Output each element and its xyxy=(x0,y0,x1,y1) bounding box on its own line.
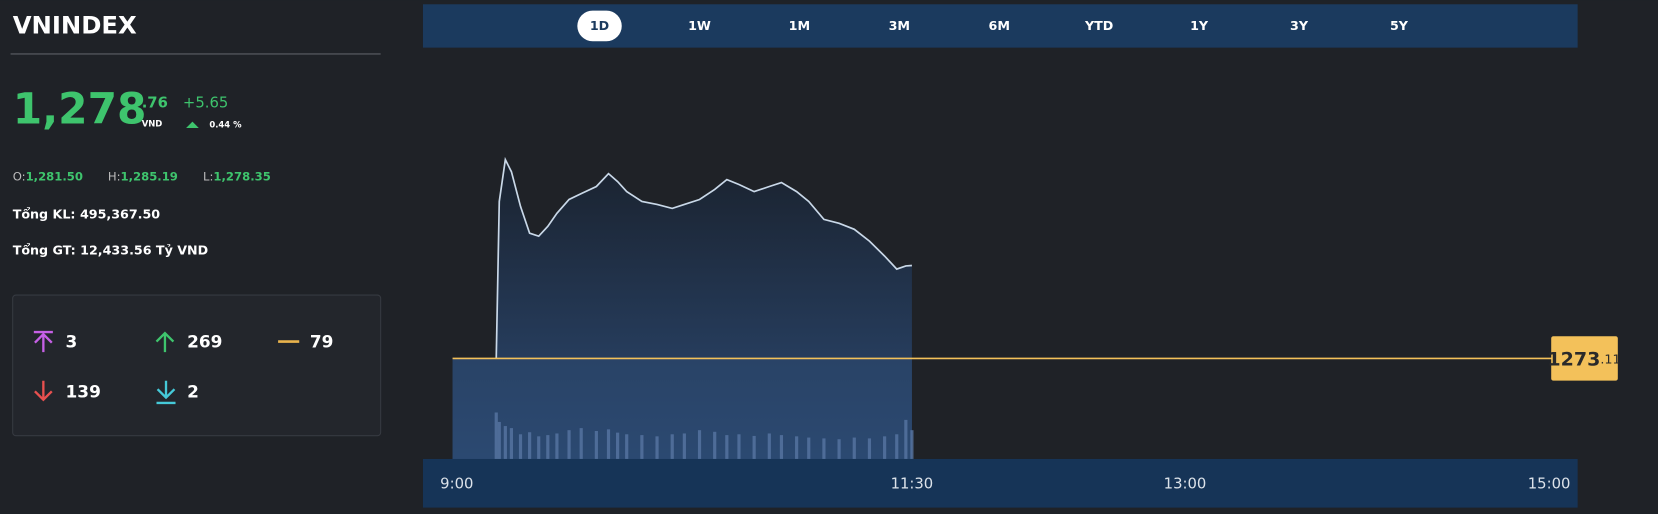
volume-bar xyxy=(904,419,908,459)
ceiling-icon xyxy=(33,330,53,353)
reference-label: 1273.11 xyxy=(1547,348,1620,370)
volume-bar xyxy=(494,412,498,459)
low-value: 1,278.35 xyxy=(213,169,270,183)
volume-bar xyxy=(822,438,826,459)
period-button[interactable]: 1D xyxy=(590,18,609,33)
volume-bar xyxy=(895,434,899,459)
stat: Tổng GT: 12,433.56 Tỷ VND xyxy=(13,242,209,257)
reference-box xyxy=(1551,336,1618,381)
volume-bar xyxy=(579,428,583,459)
plot xyxy=(452,156,914,459)
floor-count: 2 xyxy=(187,381,199,401)
volume-bar xyxy=(852,437,856,459)
volume-bar xyxy=(725,435,729,459)
title: VNINDEX xyxy=(13,10,137,39)
volume-bar xyxy=(670,434,674,459)
currency: VND xyxy=(142,118,163,128)
volume-bar xyxy=(497,421,501,459)
volume-bar xyxy=(737,434,741,459)
overlay: 9:00 11:30 13:00 15:00 1273.11 xyxy=(440,336,1621,492)
stat: Tổng KL: 495,367.50 xyxy=(13,206,161,221)
volume-bar xyxy=(655,436,659,459)
ceiling-count: 3 xyxy=(66,332,78,352)
reference-int: 1273 xyxy=(1547,348,1600,370)
volume-bar xyxy=(752,435,756,459)
up-triangle xyxy=(186,121,199,128)
x-tick-label: 11:30 xyxy=(891,475,934,492)
breadth-box xyxy=(12,294,382,437)
volume-bar xyxy=(795,436,799,459)
high-label: H: xyxy=(108,169,121,183)
x-tick-label: 9:00 xyxy=(440,475,473,492)
x-axis-bar xyxy=(422,458,1578,508)
unchanged-count: 79 xyxy=(310,332,334,352)
down-icon xyxy=(34,380,53,402)
active-pill xyxy=(577,10,622,42)
price-line xyxy=(495,156,912,359)
floor-icon xyxy=(156,380,176,405)
volume-bar xyxy=(640,435,644,459)
volume-bar xyxy=(518,434,523,459)
volume-bar xyxy=(779,435,784,459)
period-button[interactable]: 1W xyxy=(688,18,711,33)
stat-value: 495,367.50 xyxy=(80,206,160,221)
ohl: L:1,278.35 xyxy=(203,169,271,183)
stat-label: Tổng KL: xyxy=(13,206,76,221)
stat-label: Tổng GT: xyxy=(13,242,76,257)
stat-value: 12,433.56 Tỷ VND xyxy=(80,242,208,257)
price-decimal: .76 xyxy=(142,95,168,112)
period-button[interactable]: 3Y xyxy=(1290,18,1309,33)
volume-bar xyxy=(555,433,559,459)
period-button[interactable]: 6M xyxy=(989,18,1010,33)
up-count: 269 xyxy=(187,332,222,352)
volume-bar xyxy=(537,436,541,459)
open-label: O: xyxy=(13,169,26,183)
volume-bar xyxy=(867,438,872,459)
volume-bar xyxy=(567,430,571,459)
volume-bar xyxy=(807,437,811,459)
volume-bar xyxy=(767,433,771,459)
change: +5.65 xyxy=(183,95,228,112)
period-button[interactable]: 5Y xyxy=(1390,18,1409,33)
reference-dec: .11 xyxy=(1600,351,1620,366)
ohl: O:1,281.50 xyxy=(13,169,83,183)
volume-bar xyxy=(606,429,611,459)
x-tick-label: 13:00 xyxy=(1164,475,1207,492)
volume-bar xyxy=(713,431,717,459)
period-button[interactable]: 3M xyxy=(889,18,910,33)
volume-bar xyxy=(682,433,686,459)
x-tick-label: 15:00 xyxy=(1528,475,1571,492)
change-pct: 0.44 % xyxy=(209,119,242,129)
volume-bar xyxy=(910,430,914,459)
low-label: L: xyxy=(203,169,213,183)
period-button[interactable]: 1M xyxy=(789,18,810,33)
open-value: 1,281.50 xyxy=(26,169,83,183)
volume-bar xyxy=(625,434,629,459)
volume-bar xyxy=(697,430,702,459)
volume-bar xyxy=(837,439,841,459)
volume-bar xyxy=(594,430,598,459)
ohl: H:1,285.19 xyxy=(108,169,178,183)
volume-bar xyxy=(503,426,507,459)
high-value: 1,285.19 xyxy=(121,169,178,183)
volume-bar xyxy=(616,432,620,459)
volume-bar xyxy=(546,435,550,459)
period-button[interactable]: 1Y xyxy=(1190,18,1209,33)
period-button[interactable]: YTD xyxy=(1084,18,1113,33)
up-icon xyxy=(155,331,175,353)
volume-bar xyxy=(528,432,532,459)
down-count: 139 xyxy=(66,381,101,401)
volume-bar xyxy=(509,428,513,459)
volume-bar xyxy=(883,436,887,459)
price: 1,278 xyxy=(13,85,147,134)
